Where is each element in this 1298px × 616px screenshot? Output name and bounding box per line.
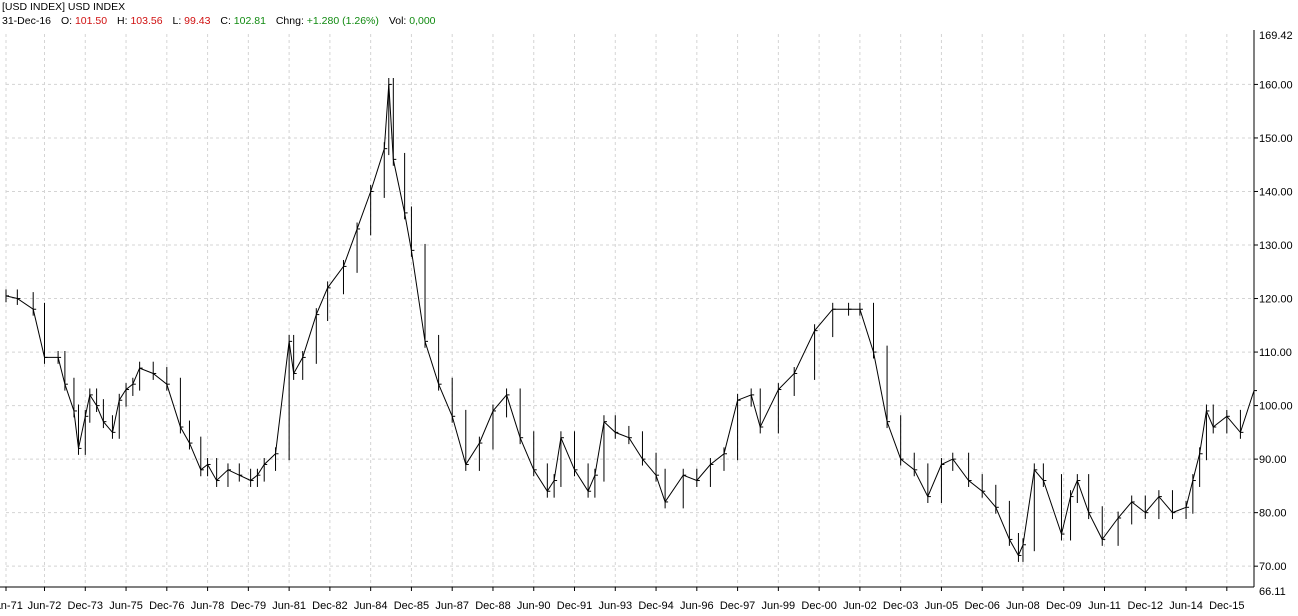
- chart-title: [USD INDEX] USD INDEX: [2, 1, 132, 14]
- x-tick-label: Jun-05: [925, 600, 959, 612]
- x-tick-label: Dec-06: [964, 600, 999, 612]
- y-tick-label: 140.00: [1259, 186, 1293, 198]
- high-readout: H: 103.56: [117, 15, 163, 27]
- x-tick-label: Jun-08: [1006, 600, 1040, 612]
- volume-readout: Vol: 0,000: [388, 15, 436, 27]
- x-tick-label: Dec-91: [557, 600, 592, 612]
- y-tick-label: 110.00: [1259, 347, 1292, 359]
- open-readout: O: 101.50: [60, 15, 108, 27]
- x-tick-label: Dec-82: [312, 600, 347, 612]
- x-tick-label: Jun-81: [272, 600, 306, 612]
- x-tick-label: Dec-12: [1128, 600, 1163, 612]
- x-tick-label: Dec-15: [1209, 600, 1244, 612]
- instrument-name: [USD INDEX] USD INDEX: [2, 1, 126, 13]
- x-tick-label: Jan-71: [0, 600, 23, 612]
- volume-value: 0,000: [409, 15, 436, 27]
- x-tick-label: Dec-09: [1046, 600, 1081, 612]
- low-value: 99.43: [184, 15, 211, 27]
- axes: 70.00 80.00 90.00 100.00 110.00 120.00 130.00 1…: [0, 30, 1293, 612]
- y-tick-label: 80.00: [1259, 508, 1287, 520]
- low-readout: L: 99.43: [172, 15, 211, 27]
- x-tick-label: Dec-79: [231, 600, 266, 612]
- x-tick-label: Jun-11: [1088, 600, 1121, 612]
- change-value: +1.280 (1.26%): [306, 15, 379, 27]
- open-value: 101.50: [74, 15, 108, 27]
- close-readout: C: 102.81: [220, 15, 266, 27]
- y-tick-label: 100.00: [1259, 401, 1293, 413]
- y-tick-label: 130.00: [1259, 240, 1293, 252]
- x-tick-label: Jun-90: [517, 600, 551, 612]
- price-line: [5, 84, 1255, 557]
- x-tick-label: Dec-97: [720, 600, 755, 612]
- x-tick-label: Dec-73: [68, 600, 103, 612]
- y-tick-label: 150.00: [1259, 133, 1293, 145]
- x-tick-label: Dec-88: [475, 600, 510, 612]
- x-tick-label: Jun-75: [109, 600, 143, 612]
- ohlc-readout: 31-Dec-16 O: 101.50 H: 103.56 L: 99.43 C…: [2, 15, 443, 28]
- x-tick-label: Dec-85: [394, 600, 429, 612]
- x-tick-label: Dec-94: [638, 600, 673, 612]
- x-tick-label: Jun-99: [762, 600, 796, 612]
- x-tick-label: Dec-00: [801, 600, 836, 612]
- close-value: 102.81: [233, 15, 266, 27]
- x-tick-label: Jun-72: [28, 600, 62, 612]
- x-tick-label: Jun-84: [354, 600, 388, 612]
- change-readout: Chng: +1.280 (1.26%): [275, 15, 379, 27]
- x-tick-label: Jun-96: [680, 600, 714, 612]
- price-bars: [5, 78, 1257, 562]
- y-min-label: 66.11: [1259, 586, 1286, 598]
- x-tick-label: Jun-87: [435, 600, 469, 612]
- y-tick-label: 160.00: [1259, 79, 1293, 91]
- bar-date: 31-Dec-16: [2, 15, 52, 27]
- y-tick-label: 120.00: [1259, 294, 1293, 306]
- x-tick-label: Jun-14: [1169, 600, 1203, 612]
- y-tick-label: 70.00: [1259, 561, 1287, 573]
- x-tick-label: Dec-76: [149, 600, 184, 612]
- grid: [5, 34, 1254, 587]
- y-tick-label: 90.00: [1259, 454, 1287, 466]
- x-tick-label: Dec-03: [883, 600, 918, 612]
- high-value: 103.56: [130, 15, 163, 27]
- x-tick-label: Jun-02: [843, 600, 877, 612]
- x-tick-label: Jun-78: [191, 600, 225, 612]
- y-max-label: 169.42: [1259, 30, 1293, 42]
- x-tick-label: Jun-93: [598, 600, 632, 612]
